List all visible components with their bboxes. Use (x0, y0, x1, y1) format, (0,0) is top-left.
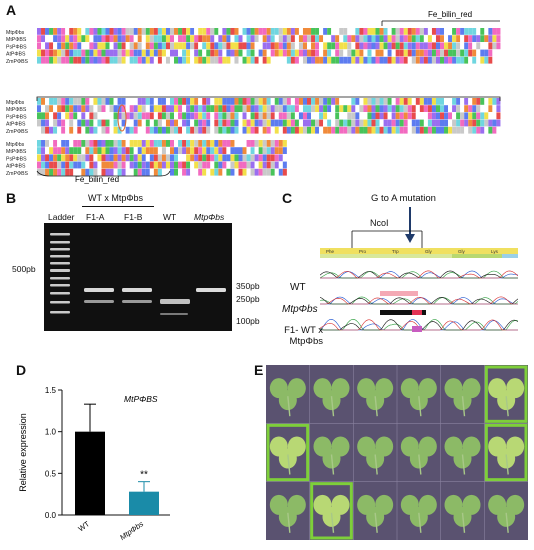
species-name: MtPΦBS (6, 149, 27, 155)
species-name: ZmPΦBS (6, 59, 29, 65)
expression-chart: 0.0 0.5 1.0 1.5 Relative expression MtPΦBS WT M… (18, 386, 170, 542)
panel-c-label: C (282, 190, 293, 206)
trifoliate-leaf (357, 378, 394, 417)
chart-title: MtPΦBS (124, 394, 158, 404)
panel-d-label: D (16, 362, 27, 378)
gel-group-label: WT x MtpΦbs (88, 193, 144, 203)
trifoliate-leaf (488, 378, 525, 417)
species-name: MtpΦbs (6, 30, 25, 36)
ncoi-site-marker (351, 207, 423, 249)
highlight-box (310, 482, 353, 540)
gel-lane-label: WT (163, 212, 177, 222)
track-label-wt: WT (290, 282, 306, 293)
trifoliate-leaf (444, 436, 481, 475)
highlight-box (266, 423, 310, 482)
gel-ladder-label: Ladder (48, 212, 75, 222)
species-name: AtPΦBS (6, 164, 26, 170)
trifoliate-leaf (400, 378, 437, 417)
gel-left-marker: 500pb (12, 264, 36, 274)
gel-svg (50, 233, 226, 315)
trifoliate-leaf (444, 378, 481, 417)
x-tick-label: MtpΦbs (118, 519, 145, 542)
highlight-box (484, 365, 528, 423)
trifoliate-leaf (313, 378, 350, 417)
species-name: ZmPΦBS (6, 129, 29, 135)
species-name: MtPΦBS (6, 107, 27, 113)
trifoliate-leaf (357, 494, 394, 533)
chromatogram: Phe Pro Trp Gly Gly Lys (319, 248, 519, 335)
domain-label-top: Fe_bilin_red (428, 10, 472, 19)
species-name: PsPΦBS (6, 156, 27, 162)
trifoliate-leaf (357, 436, 394, 475)
significance-label: ** (140, 470, 148, 481)
gel-lane-label: MtpΦbs (194, 212, 225, 222)
track-label-mutant: MtpΦbs (282, 304, 318, 315)
codon-label: Lys (491, 249, 499, 254)
species-name: MtPΦBS (6, 37, 27, 43)
x-tick-label: WT (76, 519, 91, 533)
trifoliate-leaf (444, 494, 481, 533)
y-tick-label: 1.5 (45, 386, 57, 395)
leaf-grid (266, 365, 528, 540)
gel-size-label: 350pb (236, 281, 260, 291)
trifoliate-leaf (488, 494, 525, 533)
gel-size-label: 100pb (236, 316, 260, 326)
codon-label: Trp (392, 249, 399, 254)
gel-lane-label: F1-B (124, 212, 143, 222)
trifoliate-leaf (269, 378, 306, 417)
species-name: ZmPΦBS (6, 171, 29, 177)
panel-b-label: B (6, 190, 17, 206)
species-name: PsPΦBS (6, 114, 27, 120)
y-axis-label: Relative expression (18, 413, 28, 492)
domain-label-bottom: Fe_bilin_red (75, 175, 119, 184)
trifoliate-leaf (313, 436, 350, 475)
codon-label: Gly (458, 249, 466, 254)
panel-a-label: A (6, 2, 17, 18)
species-name: PsPΦBS (6, 44, 27, 50)
codon-label: Phe (326, 249, 335, 254)
gel-image (44, 223, 232, 331)
codon-label: Gly (425, 249, 433, 254)
gel-group-line (82, 206, 154, 207)
y-tick-label: 0.5 (45, 469, 57, 478)
trifoliate-leaf (313, 494, 350, 533)
mutation-title: G to A mutation (371, 193, 436, 204)
trifoliate-leaf (269, 436, 306, 475)
gel-lane-label: F1-A (86, 212, 105, 222)
track-label-f1: F1- WT x MtpΦbs (284, 325, 323, 347)
ncoi-label: NcoI (370, 218, 389, 228)
codon-label: Pro (359, 249, 367, 254)
gel-size-label: 250pb (236, 294, 260, 304)
species-name: MtpΦbs (6, 100, 25, 106)
bar (75, 431, 105, 515)
chromatogram-svg: Phe Pro Trp Gly Gly Lys (319, 248, 519, 332)
trifoliate-leaf (488, 436, 525, 475)
y-tick-label: 0.0 (45, 511, 57, 520)
trifoliate-leaf (400, 436, 437, 475)
sequence-alignment: MtpΦbs MtPΦBS PsPΦBS AtPΦBS ZmPΦBS MtpΦbs MtPΦ… (0, 0, 534, 185)
species-name: AtPΦBS (6, 52, 26, 58)
species-name: AtPΦBS (6, 122, 26, 128)
highlight-box (484, 423, 528, 482)
alignment-svg: MtpΦbsMtPΦBSPsPΦBSAtPΦBSZmPΦBSMtpΦbsMtPΦ… (6, 10, 501, 184)
y-tick-label: 1.0 (45, 428, 57, 437)
trifoliate-leaf (400, 494, 437, 533)
panel-e-label: E (254, 362, 264, 378)
species-name: MtpΦbs (6, 142, 25, 148)
bar (129, 491, 159, 515)
trifoliate-leaf (269, 494, 306, 533)
